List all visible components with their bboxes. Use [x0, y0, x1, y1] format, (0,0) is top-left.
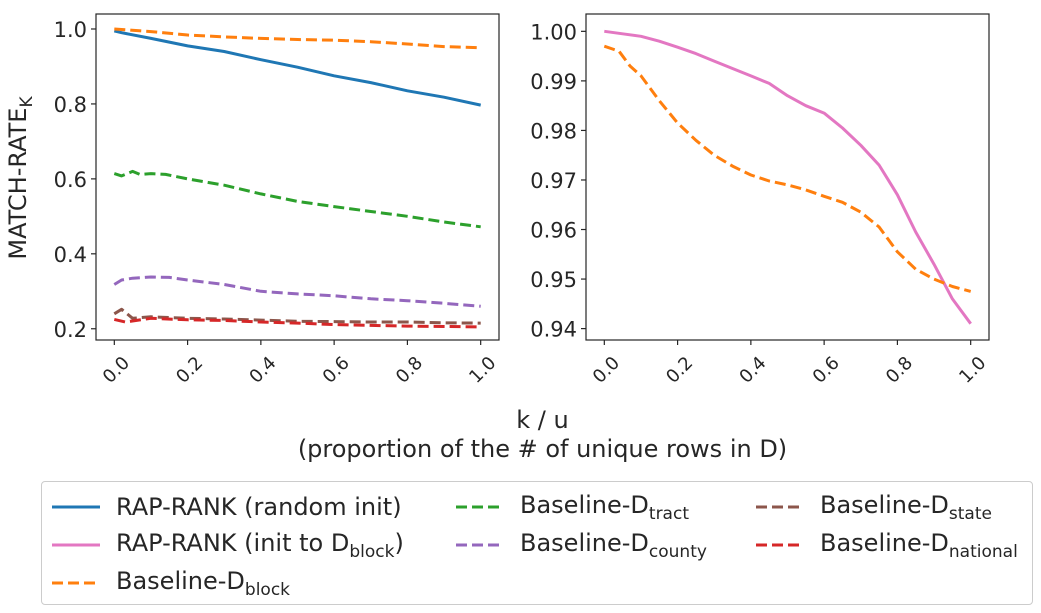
y-tick-label: 0.95 [530, 268, 577, 292]
x-tick-label: 0.8 [882, 353, 917, 388]
series-line-national [113, 316, 481, 329]
legend: RAP-RANK (random init) RAP-RANK (init to … [41, 481, 1033, 605]
legend-swatch-county [456, 543, 504, 547]
legend-label: Baseline-Dcounty [520, 528, 707, 562]
x-tick-label: 0.6 [319, 353, 354, 388]
y-tick-label: 0.2 [54, 318, 87, 342]
x-tick-label: 0.4 [245, 353, 280, 388]
x-tick-label: 0.0 [99, 353, 134, 388]
y-tick-label: 1.00 [530, 20, 577, 44]
legend-label: RAP-RANK (init to Dblock) [116, 528, 404, 562]
y-tick-label: 0.96 [530, 219, 577, 243]
y-tick-label: 0.6 [54, 168, 87, 192]
legend-swatch-block [52, 581, 100, 585]
series-line-rap_random [113, 29, 482, 107]
legend-label: Baseline-Dblock [116, 566, 291, 600]
series-line-block [114, 27, 481, 50]
axes-frame [585, 13, 990, 341]
series-line-rap_init [604, 29, 972, 325]
legend-label: RAP-RANK (random init) [116, 493, 402, 521]
left-subplot: 0.2 0.4 0.6 0.8 1.0 0.0 0.2 0.4 0.6 0.8 1.0 [54, 13, 500, 388]
y-tick-label: 1.0 [54, 18, 87, 42]
y-tick-label: 0.94 [530, 318, 577, 342]
legend-item-state: Baseline-Dstate [756, 489, 992, 525]
x-tick-label: 0.2 [172, 353, 207, 388]
legend-item-tract: Baseline-Dtract [456, 489, 689, 525]
legend-swatch-state [756, 505, 804, 509]
series-line-tract [113, 169, 481, 229]
x-tick-label: 0.6 [809, 353, 844, 388]
legend-item-county: Baseline-Dcounty [456, 527, 707, 563]
x-tick-label: 0.8 [392, 353, 427, 388]
legend-label: Baseline-Dnational [820, 528, 1018, 562]
y-tick-label: 0.99 [530, 70, 577, 94]
legend-item-rap_random: RAP-RANK (random init) [52, 489, 402, 525]
x-tick-label: 1.0 [465, 353, 500, 388]
legend-item-rap_init: RAP-RANK (init to Dblock) [52, 527, 404, 563]
legend-swatch-tract [456, 505, 504, 509]
x-axis-label: k / u (proportion of the # of unique row… [0, 406, 1041, 464]
y-tick-label: 0.97 [530, 169, 577, 193]
x-tick-label: 1.0 [955, 353, 990, 388]
axes-frame [95, 13, 500, 341]
legend-item-national: Baseline-Dnational [756, 527, 1018, 563]
right-subplot: 0.94 0.95 0.96 0.97 0.98 0.99 1.00 0.0 0.2 0.4 0.6… [530, 13, 990, 388]
legend-label: Baseline-Dstate [820, 490, 992, 524]
y-tick-label: 0.4 [54, 243, 87, 267]
legend-swatch-national [756, 543, 804, 547]
legend-item-block: Baseline-Dblock [52, 565, 290, 601]
x-tick-label: 0.2 [662, 353, 697, 388]
legend-swatch-rap_init [52, 543, 100, 547]
y-tick-label: 0.8 [54, 93, 87, 117]
x-axis-label-line2: (proportion of the # of unique rows in D… [297, 435, 788, 463]
x-tick-label: 0.4 [735, 353, 770, 388]
x-tick-label: 0.0 [589, 353, 624, 388]
x-axis-label-line1: k / u [516, 406, 569, 434]
legend-swatch-rap_random [52, 505, 100, 509]
series-line-county [113, 275, 481, 308]
series-line-state [113, 307, 481, 325]
y-axis-label: MATCH-RATEK [4, 96, 37, 260]
y-tick-label: 0.98 [530, 119, 577, 143]
legend-label: Baseline-Dtract [520, 490, 689, 524]
series-line-block [603, 44, 972, 293]
